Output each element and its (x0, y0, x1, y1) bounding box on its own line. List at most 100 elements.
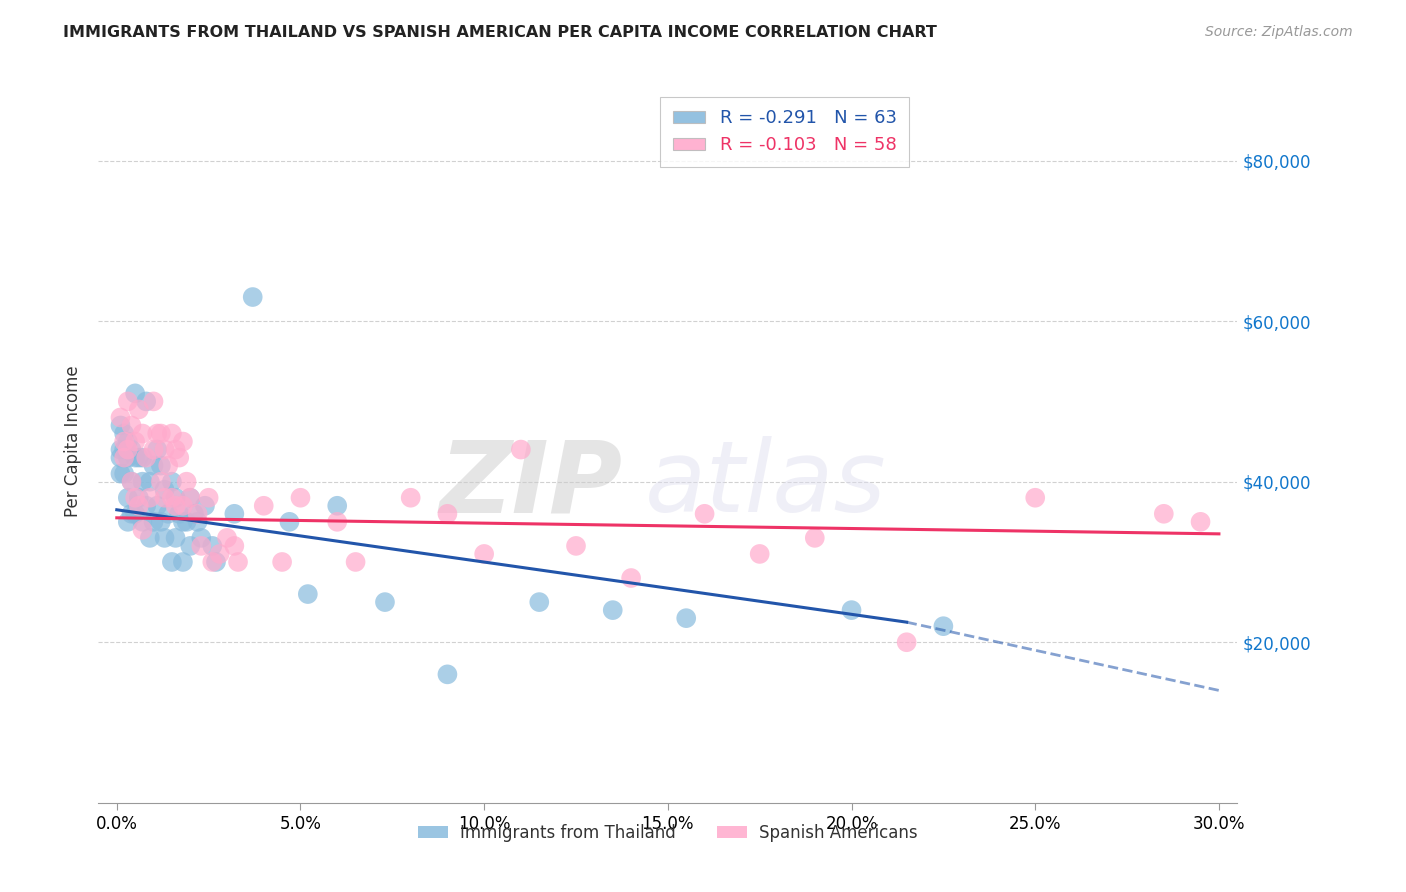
Point (146, 442, 169, 457)
Point (131, 450, 153, 465)
Point (131, 523, 153, 537)
Point (374, 595, 396, 609)
Point (142, 394, 165, 409)
Point (804, 531, 827, 545)
Point (139, 475, 162, 489)
Point (160, 491, 183, 505)
Point (121, 475, 143, 489)
Point (179, 491, 201, 505)
Point (110, 410, 132, 425)
Point (149, 458, 172, 473)
Point (128, 402, 150, 417)
Point (142, 515, 165, 529)
Point (165, 531, 187, 545)
Point (183, 507, 205, 521)
Point (139, 531, 162, 545)
Point (110, 450, 132, 465)
Point (179, 491, 201, 505)
Legend: Immigrants from Thailand, Spanish Americans: Immigrants from Thailand, Spanish Americ… (412, 817, 924, 848)
Point (179, 539, 201, 553)
Point (602, 603, 624, 617)
Point (128, 491, 150, 505)
Point (326, 515, 349, 529)
Point (224, 507, 246, 521)
Text: Source: ZipAtlas.com: Source: ZipAtlas.com (1205, 25, 1353, 39)
Point (509, 442, 531, 457)
Point (326, 499, 349, 513)
Point (165, 491, 187, 505)
Point (187, 515, 209, 529)
Point (165, 442, 187, 457)
Point (190, 531, 212, 545)
Point (436, 667, 458, 681)
Point (436, 507, 458, 521)
Point (693, 507, 716, 521)
Point (565, 539, 588, 553)
Point (146, 426, 169, 441)
Point (131, 426, 153, 441)
Point (172, 515, 194, 529)
Point (675, 611, 697, 625)
Point (146, 499, 169, 513)
Point (172, 555, 194, 569)
Point (197, 491, 219, 505)
Point (153, 442, 176, 457)
Point (112, 434, 135, 449)
Point (128, 499, 150, 513)
Point (117, 394, 139, 409)
Point (110, 418, 132, 433)
Point (149, 475, 172, 489)
Point (157, 458, 180, 473)
Point (224, 539, 246, 553)
Point (121, 442, 143, 457)
Point (139, 491, 162, 505)
Point (160, 426, 183, 441)
Point (131, 475, 153, 489)
Point (112, 442, 135, 457)
Point (135, 394, 157, 409)
Point (157, 507, 180, 521)
Point (187, 507, 209, 521)
Point (290, 491, 312, 505)
Point (201, 539, 224, 553)
Point (112, 426, 135, 441)
Point (131, 515, 153, 529)
Point (112, 450, 135, 465)
Point (135, 450, 157, 465)
Point (205, 555, 228, 569)
Point (128, 450, 150, 465)
Point (201, 555, 224, 569)
Text: atlas: atlas (645, 436, 887, 533)
Point (172, 434, 194, 449)
Point (472, 547, 495, 561)
Point (167, 507, 190, 521)
Point (117, 442, 139, 457)
Point (399, 491, 422, 505)
Point (124, 507, 146, 521)
Point (253, 499, 276, 513)
Point (748, 547, 770, 561)
Point (117, 450, 139, 465)
Point (176, 515, 198, 529)
Point (117, 515, 139, 529)
Point (176, 475, 198, 489)
Point (110, 467, 132, 481)
Point (190, 539, 212, 553)
Point (110, 442, 132, 457)
Point (121, 475, 143, 489)
Point (124, 386, 146, 401)
Point (153, 483, 176, 497)
Point (153, 531, 176, 545)
Point (121, 507, 143, 521)
Point (124, 434, 146, 449)
Point (344, 555, 367, 569)
Point (124, 450, 146, 465)
Point (117, 491, 139, 505)
Point (226, 555, 249, 569)
Y-axis label: Per Capita Income: Per Capita Income (65, 366, 83, 517)
Point (124, 491, 146, 505)
Point (149, 515, 172, 529)
Point (165, 499, 187, 513)
Point (1153, 507, 1175, 521)
Point (215, 531, 238, 545)
